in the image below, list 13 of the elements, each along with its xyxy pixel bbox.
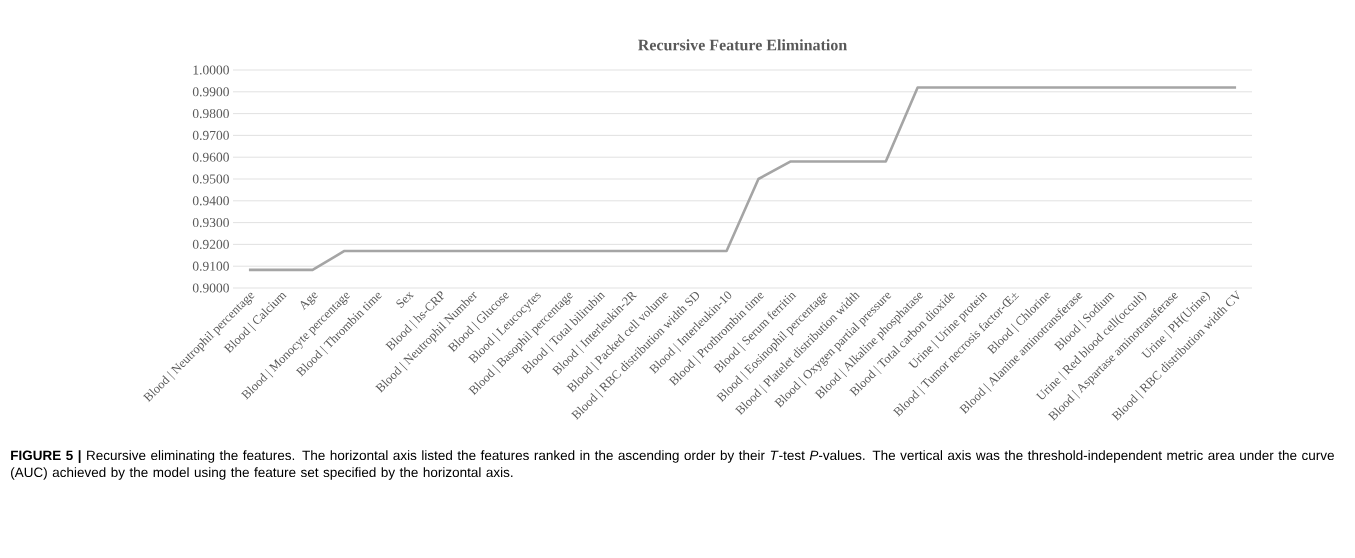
y-tick-label: 0.9800 xyxy=(192,109,229,119)
y-tick-label: 0.9600 xyxy=(192,152,229,162)
chart-title: Recursive Feature Elimination xyxy=(638,39,847,51)
y-tick-label: 1.0000 xyxy=(193,65,229,75)
y-tick-label: 0.9400 xyxy=(192,196,229,206)
y-tick-label: 0.9500 xyxy=(192,174,229,184)
y-tick-label: 0.9200 xyxy=(192,239,229,249)
y-tick-label: 0.9900 xyxy=(192,87,229,97)
y-tick-label: 0.9000 xyxy=(192,283,229,293)
y-tick-label: 0.9700 xyxy=(192,130,229,140)
y-tick-label: 0.9300 xyxy=(192,218,229,228)
text: FIGURE 5 | Recursive eliminating the features. The horizontal axis listed the features ranked in the ascending order by their T-test P-values. The vertical axis was the threshold-independent metric area under the curve (AUC) achieved by the model using the feature set specified by the horizontal axis. xyxy=(11,450,1334,480)
y-tick-label: 0.9100 xyxy=(192,261,229,271)
